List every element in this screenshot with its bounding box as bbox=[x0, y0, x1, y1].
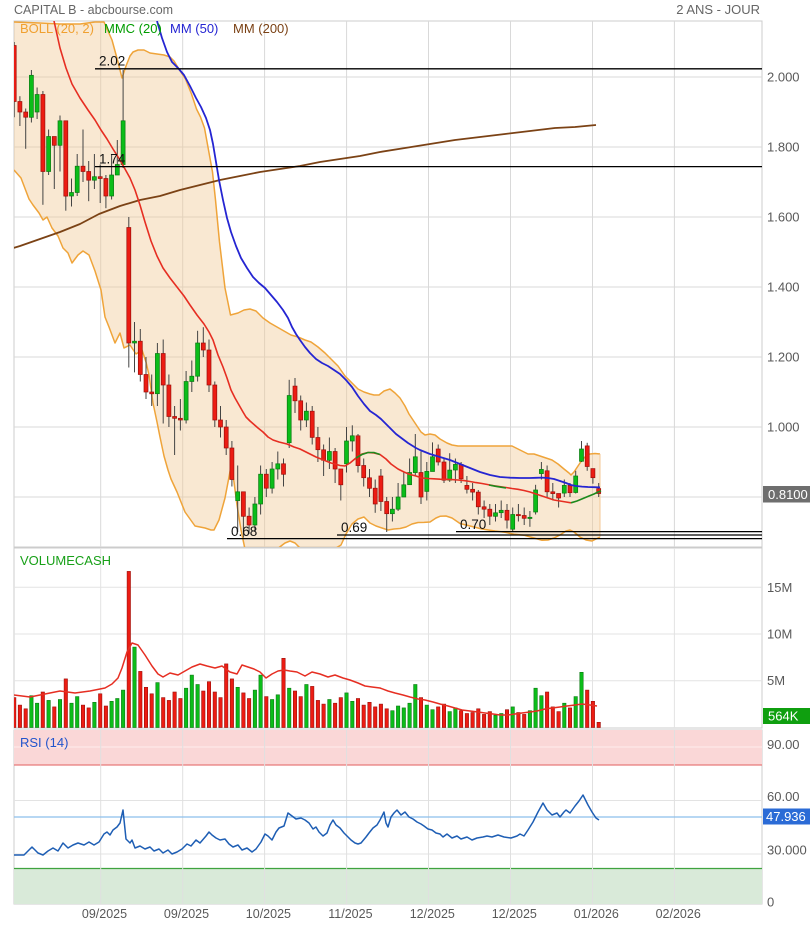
svg-text:11/2025: 11/2025 bbox=[328, 907, 372, 921]
svg-text:RSI (14): RSI (14) bbox=[20, 735, 68, 750]
svg-text:5M: 5M bbox=[767, 673, 785, 688]
svg-text:0.8100: 0.8100 bbox=[768, 487, 808, 502]
svg-text:2 ANS - JOUR: 2 ANS - JOUR bbox=[676, 2, 760, 17]
svg-text:90.00: 90.00 bbox=[767, 737, 800, 752]
svg-text:1.600: 1.600 bbox=[767, 210, 800, 225]
svg-text:15M: 15M bbox=[767, 580, 792, 595]
svg-text:10M: 10M bbox=[767, 627, 792, 642]
svg-text:2.02: 2.02 bbox=[99, 54, 125, 69]
svg-text:0.69: 0.69 bbox=[341, 520, 367, 535]
svg-text:1.800: 1.800 bbox=[767, 140, 800, 155]
svg-text:MM (50): MM (50) bbox=[170, 21, 218, 36]
svg-text:1.74: 1.74 bbox=[99, 152, 126, 167]
svg-text:30.000: 30.000 bbox=[767, 842, 807, 857]
svg-text:02/2026: 02/2026 bbox=[656, 907, 701, 921]
svg-text:1.000: 1.000 bbox=[767, 420, 800, 435]
svg-text:0.70: 0.70 bbox=[460, 517, 486, 532]
svg-text:CAPITAL B - abcbourse.com: CAPITAL B - abcbourse.com bbox=[14, 3, 173, 17]
svg-text:12/2025: 12/2025 bbox=[492, 907, 537, 921]
svg-text:0.68: 0.68 bbox=[231, 524, 257, 539]
svg-text:01/2026: 01/2026 bbox=[574, 907, 619, 921]
svg-text:1.400: 1.400 bbox=[767, 280, 800, 295]
svg-text:2.000: 2.000 bbox=[767, 70, 800, 85]
svg-text:VOLUMECASH: VOLUMECASH bbox=[20, 553, 111, 568]
svg-text:47.936: 47.936 bbox=[766, 809, 806, 824]
svg-text:09/2025: 09/2025 bbox=[82, 907, 127, 921]
svg-text:BOLL (20, 2): BOLL (20, 2) bbox=[20, 21, 94, 36]
svg-text:0: 0 bbox=[767, 895, 774, 910]
svg-text:10/2025: 10/2025 bbox=[246, 907, 291, 921]
svg-text:60.00: 60.00 bbox=[767, 789, 800, 804]
svg-text:564K: 564K bbox=[768, 709, 799, 724]
svg-text:12/2025: 12/2025 bbox=[410, 907, 455, 921]
svg-text:MM (200): MM (200) bbox=[233, 21, 289, 36]
svg-text:09/2025: 09/2025 bbox=[164, 907, 209, 921]
svg-text:MMC (20): MMC (20) bbox=[104, 21, 162, 36]
svg-text:1.200: 1.200 bbox=[767, 350, 800, 365]
